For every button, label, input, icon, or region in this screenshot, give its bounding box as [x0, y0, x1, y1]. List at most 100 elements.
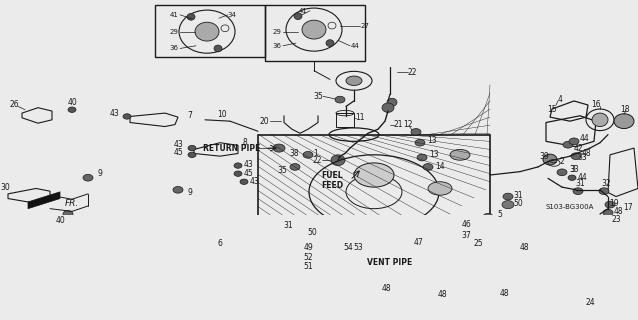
- Text: 32: 32: [601, 179, 611, 188]
- Text: 23: 23: [611, 215, 621, 224]
- Text: 46: 46: [461, 220, 471, 229]
- Text: 38: 38: [289, 149, 299, 158]
- Text: 13: 13: [429, 150, 439, 159]
- Ellipse shape: [83, 174, 93, 181]
- Text: 48: 48: [613, 207, 623, 216]
- Text: 44: 44: [351, 43, 359, 49]
- Ellipse shape: [428, 182, 452, 195]
- Text: S103-BG300A: S103-BG300A: [546, 204, 594, 210]
- Ellipse shape: [312, 266, 318, 270]
- Ellipse shape: [543, 154, 557, 165]
- Text: 36: 36: [272, 43, 281, 49]
- Text: 30: 30: [0, 183, 10, 192]
- Text: 3: 3: [570, 165, 575, 174]
- Bar: [258, 135, 490, 239]
- Ellipse shape: [523, 252, 533, 259]
- Ellipse shape: [605, 201, 615, 208]
- Text: 43: 43: [173, 140, 183, 148]
- Ellipse shape: [188, 152, 196, 157]
- Ellipse shape: [290, 164, 300, 170]
- Text: 47: 47: [413, 238, 423, 247]
- Ellipse shape: [599, 188, 609, 195]
- Ellipse shape: [295, 222, 305, 229]
- Bar: [155, 5, 265, 57]
- Text: 40: 40: [67, 98, 77, 107]
- Ellipse shape: [503, 193, 513, 200]
- Text: 26: 26: [9, 100, 19, 109]
- Text: 17: 17: [623, 203, 633, 212]
- Text: 53: 53: [353, 243, 363, 252]
- Text: 27: 27: [360, 23, 369, 28]
- Ellipse shape: [423, 164, 433, 170]
- Text: 19: 19: [609, 199, 619, 208]
- Ellipse shape: [346, 76, 362, 85]
- Text: 33: 33: [577, 153, 587, 162]
- Text: 43: 43: [249, 177, 259, 186]
- Ellipse shape: [314, 245, 322, 251]
- Text: 48: 48: [519, 243, 529, 252]
- Text: 5: 5: [498, 210, 503, 219]
- Text: 7: 7: [188, 111, 193, 120]
- Ellipse shape: [474, 233, 482, 238]
- Ellipse shape: [294, 229, 306, 239]
- Ellipse shape: [294, 13, 302, 20]
- Text: 29: 29: [272, 29, 281, 35]
- Text: 48: 48: [499, 289, 509, 298]
- Text: 36: 36: [170, 45, 179, 52]
- Text: 50: 50: [513, 199, 523, 208]
- Ellipse shape: [354, 163, 394, 187]
- Ellipse shape: [563, 141, 573, 148]
- Text: FUEL
FEED: FUEL FEED: [321, 171, 343, 190]
- Text: 50: 50: [307, 228, 317, 237]
- Text: 43: 43: [109, 108, 119, 117]
- Text: 41: 41: [170, 12, 179, 18]
- Bar: [265, 5, 365, 60]
- Ellipse shape: [417, 154, 427, 161]
- Text: 51: 51: [303, 262, 313, 271]
- Ellipse shape: [123, 114, 131, 119]
- Text: VENT PIPE: VENT PIPE: [367, 258, 413, 267]
- Text: 20: 20: [259, 117, 269, 126]
- Text: 1: 1: [314, 149, 318, 158]
- Text: 54: 54: [343, 243, 353, 252]
- Text: 44: 44: [579, 134, 589, 143]
- Ellipse shape: [568, 175, 576, 180]
- Bar: [300, 249, 520, 304]
- Text: 16: 16: [591, 100, 601, 109]
- Text: 13: 13: [427, 135, 437, 145]
- Ellipse shape: [382, 103, 394, 112]
- Ellipse shape: [187, 13, 195, 20]
- Text: 24: 24: [585, 299, 595, 308]
- Text: 35: 35: [277, 166, 287, 175]
- Text: 33: 33: [569, 165, 579, 174]
- Ellipse shape: [188, 145, 196, 151]
- Text: 21: 21: [393, 120, 403, 129]
- Ellipse shape: [592, 113, 608, 126]
- Ellipse shape: [331, 155, 345, 165]
- Text: 35: 35: [313, 92, 323, 101]
- Text: 22: 22: [407, 68, 417, 76]
- Ellipse shape: [240, 179, 248, 184]
- Text: 15: 15: [547, 105, 557, 114]
- Text: 18: 18: [620, 105, 630, 114]
- Ellipse shape: [473, 223, 483, 229]
- Ellipse shape: [342, 248, 350, 255]
- Text: 41: 41: [299, 8, 308, 14]
- Text: RETURN PIPE: RETURN PIPE: [204, 144, 261, 153]
- Ellipse shape: [63, 211, 73, 217]
- Ellipse shape: [495, 282, 505, 289]
- Text: 4: 4: [558, 95, 563, 104]
- Text: 29: 29: [170, 28, 179, 35]
- Text: 45: 45: [243, 169, 253, 178]
- Ellipse shape: [411, 129, 421, 135]
- Ellipse shape: [68, 107, 76, 112]
- Text: 31: 31: [283, 221, 293, 230]
- Ellipse shape: [603, 209, 613, 216]
- Text: 11: 11: [355, 113, 365, 122]
- Ellipse shape: [569, 138, 579, 145]
- Text: 48: 48: [381, 284, 391, 292]
- Text: 48: 48: [437, 290, 447, 299]
- Ellipse shape: [195, 22, 219, 41]
- Ellipse shape: [452, 217, 468, 227]
- Bar: [336, 113, 354, 126]
